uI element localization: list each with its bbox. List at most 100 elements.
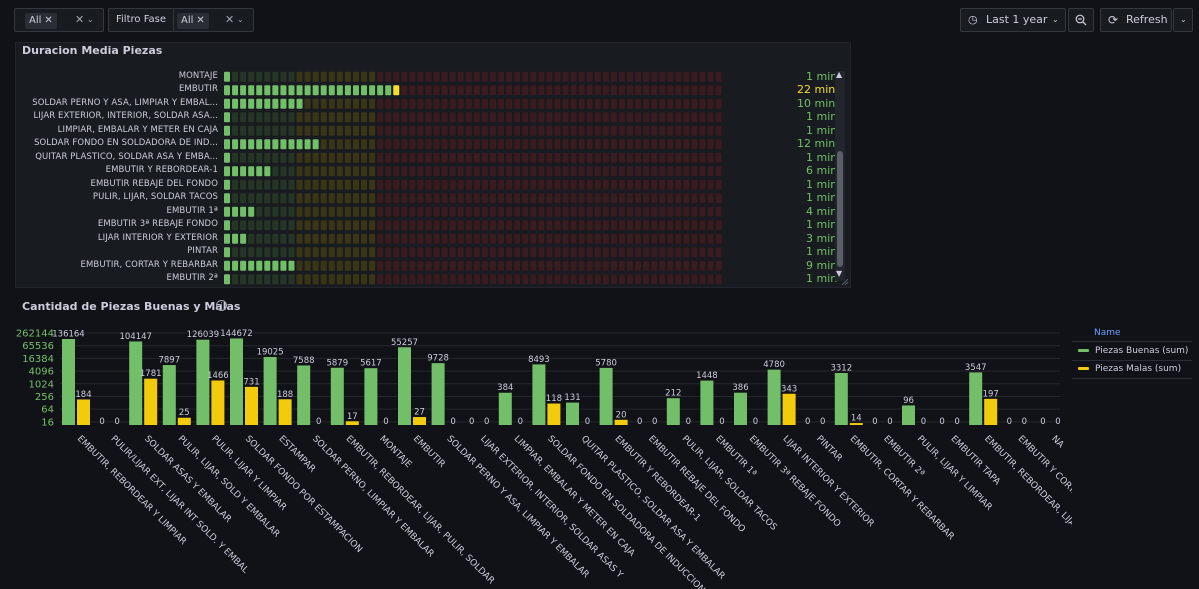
data-label: 0: [719, 417, 724, 427]
gauge-cell: [506, 166, 513, 177]
gauge-cell: [312, 166, 319, 177]
bar-malas[interactable]: [245, 386, 258, 425]
gauge-cell: [409, 247, 416, 258]
gauge-cell: [288, 274, 295, 285]
gauge-cell: [643, 247, 650, 258]
zoom-out-button[interactable]: [1068, 8, 1094, 32]
bar-buenas[interactable]: [767, 369, 781, 425]
bar-buenas[interactable]: [700, 380, 714, 425]
bar-malas[interactable]: [413, 417, 426, 425]
gauge-cell: [530, 233, 537, 244]
bar-buenas[interactable]: [498, 392, 512, 425]
bar-buenas[interactable]: [230, 338, 243, 425]
bar-buenas[interactable]: [398, 347, 411, 425]
scrollbar-thumb[interactable]: [837, 151, 843, 267]
gauge-cell: [248, 260, 255, 271]
bar-malas[interactable]: [345, 421, 359, 425]
refresh-label: Refresh: [1126, 13, 1168, 26]
gauge-cell: [272, 166, 279, 177]
bar-buenas[interactable]: [902, 405, 915, 425]
chevron-down-icon[interactable]: ⌄: [87, 15, 94, 24]
chip-remove-icon[interactable]: ✕: [196, 15, 205, 26]
bar-malas[interactable]: [278, 399, 292, 425]
legend-item-malas[interactable]: Piezas Malas (sum): [1078, 364, 1181, 374]
gauge-cell: [659, 71, 666, 82]
scroll-down-icon[interactable]: ▼: [836, 269, 843, 278]
bar-buenas[interactable]: [734, 392, 747, 425]
gauge-cell: [667, 206, 674, 217]
gauge-cell: [433, 274, 440, 285]
scrollbar-track[interactable]: ▲ ▼: [835, 70, 845, 281]
clear-icon[interactable]: ✕: [75, 13, 85, 26]
gauge-cell: [288, 193, 295, 204]
gauge-cell: [457, 139, 464, 150]
gauge-cell: [570, 260, 577, 271]
gauge-cell: [659, 260, 666, 271]
chevron-down-icon[interactable]: ⌄: [237, 15, 244, 24]
gauge-cell: [288, 179, 295, 190]
refresh-button[interactable]: ⟳ Refresh: [1100, 8, 1172, 32]
chip-remove-icon[interactable]: ✕: [44, 15, 53, 26]
gauge-cell: [352, 85, 359, 96]
bar-buenas[interactable]: [330, 367, 344, 425]
gauge-cell: [385, 152, 392, 163]
scroll-up-icon[interactable]: ▲: [836, 70, 843, 79]
bar-buenas[interactable]: [666, 398, 680, 425]
bar-buenas[interactable]: [263, 357, 277, 425]
bar-buenas[interactable]: [297, 365, 311, 425]
gauge-cell: [385, 125, 392, 136]
data-label: 8493: [528, 355, 550, 365]
gauge-cell: [522, 206, 529, 217]
bar-buenas[interactable]: [364, 368, 378, 425]
info-icon[interactable]: i: [216, 300, 227, 311]
gauge-cell: [248, 220, 255, 231]
filter-1-select[interactable]: All ✕ ✕ ⌄: [14, 8, 104, 32]
bar-buenas[interactable]: [566, 402, 579, 425]
bar-malas[interactable]: [614, 419, 628, 425]
gauge-cell: [449, 152, 456, 163]
gauge-cell: [312, 179, 319, 190]
filter-2-select[interactable]: Filtro Fase All ✕ ✕ ⌄: [108, 8, 254, 32]
legend-item-buenas[interactable]: Piezas Buenas (sum): [1078, 346, 1188, 356]
bar-buenas[interactable]: [431, 363, 445, 425]
row-label: EMBUTIR Y REBORDEAR-1: [105, 165, 218, 176]
bar-malas[interactable]: [144, 378, 158, 425]
gauge-cell: [610, 193, 617, 204]
bar-buenas[interactable]: [162, 365, 176, 425]
gauge-cell: [651, 206, 658, 217]
gauge-cell: [361, 206, 368, 217]
gauge-cell: [449, 98, 456, 109]
bar-buenas[interactable]: [62, 338, 75, 425]
clear-icon[interactable]: ✕: [225, 13, 235, 26]
bar-malas[interactable]: [547, 403, 561, 425]
gauge-cell: [522, 220, 529, 231]
legend-header[interactable]: Name: [1094, 328, 1121, 338]
bar-buenas[interactable]: [599, 367, 613, 425]
bar-buenas[interactable]: [129, 341, 143, 425]
bar-buenas[interactable]: [834, 373, 848, 425]
gauge-cell: [417, 139, 424, 150]
bar-malas[interactable]: [984, 398, 998, 425]
time-range-picker[interactable]: ◷ Last 1 year ⌄: [960, 8, 1066, 32]
bar-malas[interactable]: [211, 380, 225, 425]
bar-malas[interactable]: [849, 423, 863, 425]
gauge-cell: [691, 193, 698, 204]
gauge-cell: [449, 247, 456, 258]
bar-malas[interactable]: [77, 399, 90, 425]
gauge-cell: [385, 206, 392, 217]
gauge-cell: [667, 166, 674, 177]
gauge-cell: [546, 233, 553, 244]
gauge-cell: [618, 98, 625, 109]
bar-malas[interactable]: [782, 393, 796, 425]
gauge-cell: [296, 166, 303, 177]
bar-buenas[interactable]: [196, 339, 210, 425]
refresh-interval-button[interactable]: ⌄: [1173, 8, 1193, 32]
bar-malas[interactable]: [177, 417, 191, 425]
bar-buenas[interactable]: [532, 364, 546, 425]
gauge-cell: [538, 247, 545, 258]
resize-handle-icon[interactable]: [841, 278, 849, 286]
gauge-cell: [465, 112, 472, 123]
gauge-cell: [618, 206, 625, 217]
bar-buenas[interactable]: [969, 372, 983, 425]
data-label: 9728: [427, 354, 449, 364]
